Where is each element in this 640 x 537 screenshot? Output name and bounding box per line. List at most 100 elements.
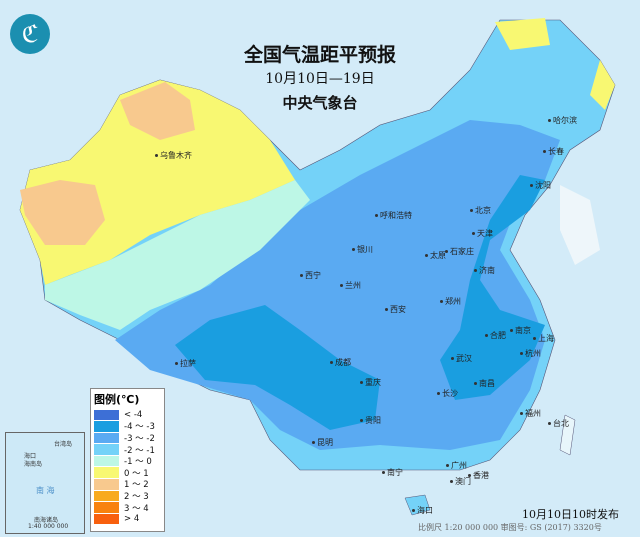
region-minus4-minus3-west bbox=[175, 305, 380, 430]
city-label: 乌鲁木齐 bbox=[155, 150, 192, 161]
issuer: 中央气象台 bbox=[282, 94, 358, 112]
city-label: 银川 bbox=[352, 244, 373, 255]
city-label: 太原 bbox=[425, 250, 446, 261]
city-name: 呼和浩特 bbox=[380, 211, 412, 220]
legend-label: < -4 bbox=[124, 409, 143, 420]
legend-item: -4 ～ -3 bbox=[91, 421, 164, 433]
legend-swatch bbox=[94, 479, 119, 490]
city-label: 呼和浩特 bbox=[375, 210, 412, 221]
legend-swatch bbox=[94, 421, 119, 432]
city-dot-icon bbox=[510, 329, 513, 332]
legend-title: 图例(℃) bbox=[94, 393, 140, 406]
city-name: 武汉 bbox=[456, 354, 472, 363]
korea-peninsula bbox=[560, 185, 600, 265]
inset-label: 南 海 bbox=[36, 486, 55, 495]
city-label: 兰州 bbox=[340, 280, 361, 291]
city-dot-icon bbox=[520, 352, 523, 355]
city-label: 石家庄 bbox=[445, 246, 474, 257]
legend-item: -3 ～ -2 bbox=[91, 432, 164, 444]
city-dot-icon bbox=[530, 184, 533, 187]
city-dot-icon bbox=[450, 480, 453, 483]
city-name: 济南 bbox=[479, 266, 495, 275]
city-label: 香港 bbox=[468, 470, 489, 481]
inset-label: 海南岛 bbox=[24, 461, 43, 468]
city-dot-icon bbox=[470, 209, 473, 212]
city-dot-icon bbox=[472, 232, 475, 235]
city-dot-icon bbox=[533, 337, 536, 340]
city-label: 福州 bbox=[520, 408, 541, 419]
cma-logo: ℭ bbox=[10, 14, 50, 54]
city-dot-icon bbox=[548, 422, 551, 425]
region-0-1-ne bbox=[495, 18, 615, 110]
city-name: 海口 bbox=[417, 506, 433, 515]
region-hainan bbox=[404, 494, 431, 516]
city-name: 福州 bbox=[525, 409, 541, 418]
inset-label: 海口 bbox=[24, 453, 37, 460]
city-dot-icon bbox=[425, 254, 428, 257]
city-dot-icon bbox=[300, 274, 303, 277]
city-label: 台北 bbox=[548, 418, 569, 429]
city-label: 长沙 bbox=[437, 388, 458, 399]
city-name: 郑州 bbox=[445, 297, 461, 306]
region-taiwan bbox=[559, 414, 576, 456]
city-name: 南京 bbox=[515, 326, 531, 335]
city-dot-icon bbox=[385, 308, 388, 311]
legend-item: 0 ～ 1 bbox=[91, 467, 164, 479]
city-dot-icon bbox=[520, 412, 523, 415]
legend-item: 2 ～ 3 bbox=[91, 490, 164, 502]
city-dot-icon bbox=[474, 382, 477, 385]
city-dot-icon bbox=[412, 509, 415, 512]
legend-label: -3 ～ -2 bbox=[124, 433, 155, 444]
city-dot-icon bbox=[440, 300, 443, 303]
city-name: 广州 bbox=[451, 461, 467, 470]
legend-swatch bbox=[94, 455, 119, 467]
region-minus1-0 bbox=[45, 180, 310, 330]
city-label: 拉萨 bbox=[175, 358, 196, 369]
city-label: 武汉 bbox=[451, 353, 472, 364]
city-label: 沈阳 bbox=[530, 180, 551, 191]
city-name: 昆明 bbox=[317, 438, 333, 447]
legend-label: 3 ～ 4 bbox=[124, 503, 149, 514]
inset-label: 南海诸岛 bbox=[34, 517, 59, 524]
inset-label: 台湾岛 bbox=[54, 441, 73, 448]
city-dot-icon bbox=[340, 284, 343, 287]
city-dot-icon bbox=[360, 419, 363, 422]
legend-label: > 4 bbox=[124, 514, 140, 525]
city-name: 西安 bbox=[390, 305, 406, 314]
city-label: 上海 bbox=[533, 333, 554, 344]
legend-swatch bbox=[94, 490, 119, 502]
legend-label: 0 ～ 1 bbox=[124, 468, 149, 479]
city-name: 贵阳 bbox=[365, 416, 381, 425]
legend-item: > 4 bbox=[91, 513, 164, 525]
city-name: 拉萨 bbox=[180, 359, 196, 368]
legend-label: -4 ～ -3 bbox=[124, 422, 155, 433]
legend-item: -1 ～ 0 bbox=[91, 455, 164, 467]
legend-item: -2 ～ -1 bbox=[91, 444, 164, 456]
south-china-sea-inset: 台湾岛 海口 海南岛 南 海 南海诸岛 1:40 000 000 bbox=[5, 432, 85, 534]
city-dot-icon bbox=[474, 269, 477, 272]
city-dot-icon bbox=[175, 362, 178, 365]
map-title: 全国气温距平预报 bbox=[243, 44, 396, 66]
legend-swatch bbox=[94, 432, 119, 444]
legend-item: 3 ～ 4 bbox=[91, 502, 164, 514]
legend-swatch bbox=[94, 513, 119, 525]
legend-swatch bbox=[94, 502, 119, 513]
city-dot-icon bbox=[382, 471, 385, 474]
city-dot-icon bbox=[155, 154, 158, 157]
legend-label: 2 ～ 3 bbox=[124, 491, 149, 502]
city-label: 广州 bbox=[446, 460, 467, 471]
city-name: 长春 bbox=[548, 147, 564, 156]
city-label: 澳门 bbox=[450, 476, 471, 487]
city-name: 北京 bbox=[475, 206, 491, 215]
legend-label: -1 ～ 0 bbox=[124, 457, 152, 468]
city-name: 重庆 bbox=[365, 378, 381, 387]
legend-label: 1 ～ 2 bbox=[124, 480, 149, 491]
city-dot-icon bbox=[437, 392, 440, 395]
city-dot-icon bbox=[360, 381, 363, 384]
city-label: 北京 bbox=[470, 205, 491, 216]
city-name: 石家庄 bbox=[450, 247, 474, 256]
city-label: 杭州 bbox=[520, 348, 541, 359]
legend-label: -2 ～ -1 bbox=[124, 445, 155, 456]
